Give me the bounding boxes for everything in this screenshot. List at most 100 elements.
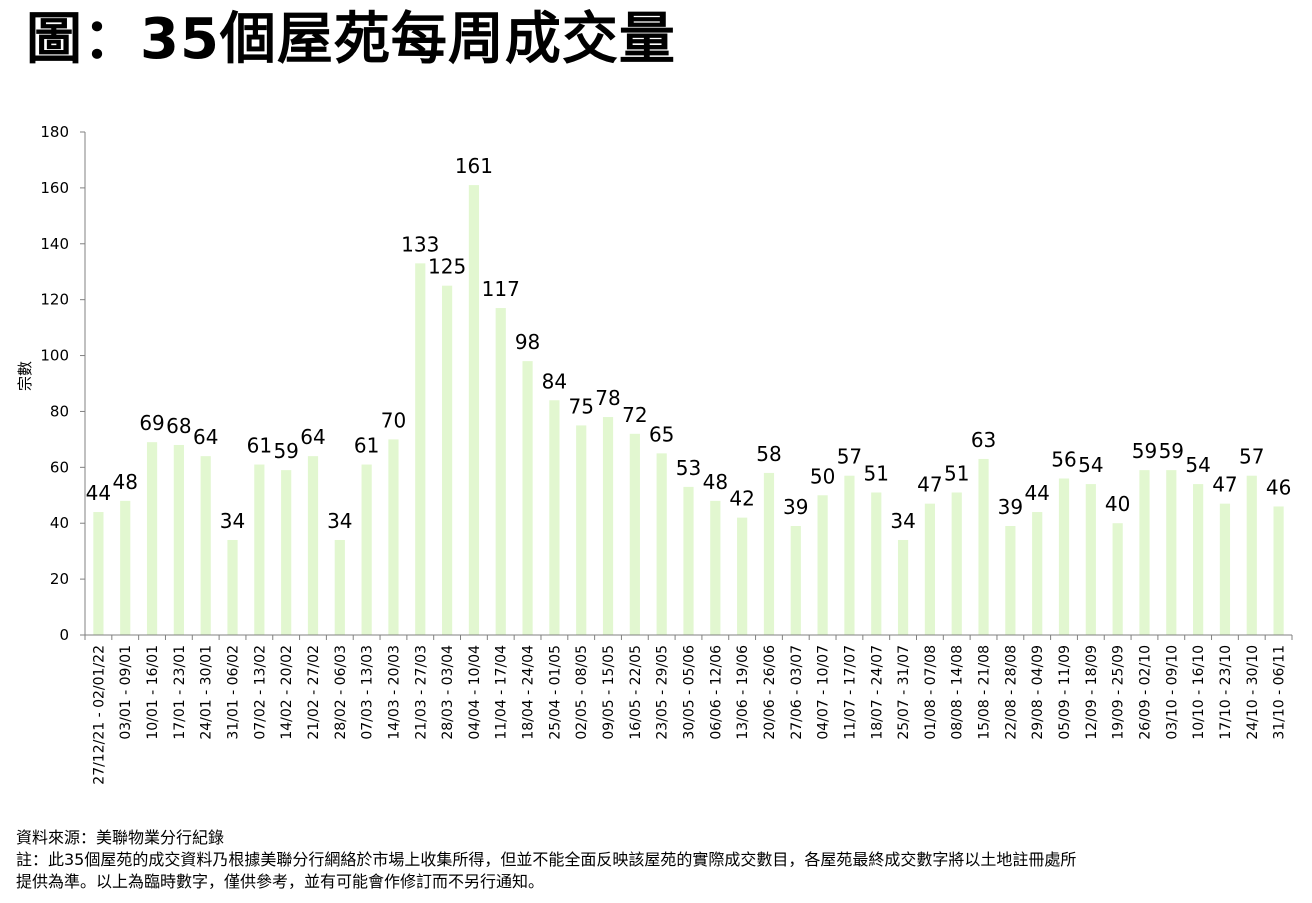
x-tick-label: 16/05 - 22/05 [628,645,644,740]
bar [871,492,882,635]
y-tick-label: 40 [50,514,69,532]
data-label: 47 [1212,473,1237,497]
data-label: 54 [1078,453,1103,477]
bar [1246,475,1257,635]
x-tick-label: 17/10 - 23/10 [1218,645,1234,740]
bar [683,486,694,635]
x-tick-label: 28/02 - 06/03 [333,645,349,740]
data-label: 53 [676,456,701,480]
data-label: 161 [455,154,493,178]
y-tick-label: 80 [50,402,69,420]
x-tick-label: 11/07 - 17/07 [842,645,858,740]
bar [388,439,399,635]
data-label: 57 [837,445,862,469]
bar [710,500,721,635]
bar [1193,484,1204,635]
y-tick-label: 0 [59,626,69,644]
bar [120,500,131,635]
bar [254,464,265,635]
x-tick-label: 01/08 - 07/08 [923,645,939,740]
x-tick-label: 12/09 - 18/09 [1084,645,1100,740]
data-label: 57 [1239,445,1264,469]
data-label: 69 [139,411,164,435]
chart-title: 圖：35個屋苑每周成交量 [26,7,676,72]
bar [227,539,238,635]
data-label: 65 [649,422,674,446]
data-label: 44 [1024,481,1049,505]
y-tick-label: 100 [40,347,69,365]
bar [978,458,989,635]
bar [737,517,748,635]
y-tick-label: 160 [40,179,69,197]
bar [1219,503,1231,635]
x-tick-label: 30/05 - 05/06 [682,645,698,740]
data-label: 61 [354,434,379,458]
data-label: 34 [327,509,352,533]
x-tick-label: 09/05 - 15/05 [601,645,617,740]
data-label: 61 [247,434,272,458]
bar [1058,478,1070,635]
x-tick-label: 21/03 - 27/03 [413,645,429,740]
x-axis: 27/12/21 - 02/01/22 03/01 - 09/01 10/01 - … [84,634,1293,785]
x-tick-label: 25/04 - 01/05 [547,645,563,740]
data-label: 59 [273,439,298,463]
x-tick-label: 21/02 - 27/02 [306,645,322,740]
x-tick-label: 31/01 - 06/02 [226,645,242,740]
disclaimer-line-1: 註：此35個屋苑的成交資料乃根據美聯分行網絡於市場上收集所得，但並不能全面反映該… [16,850,1077,869]
y-tick-label: 120 [40,291,69,309]
bars [93,185,1284,635]
y-axis: 0 20 40 60 80 100 120 140 160 180 [40,123,86,644]
bar [173,444,184,635]
data-label: 125 [428,255,466,279]
data-label: 64 [300,425,325,449]
x-tick-label: 23/05 - 29/05 [655,645,671,740]
data-label: 133 [401,232,439,256]
y-tick-label: 140 [40,235,69,253]
bar [1139,470,1150,635]
bar [1032,512,1043,635]
x-tick-label: 07/03 - 13/03 [360,645,376,740]
bar [897,539,909,635]
bar [442,285,453,635]
x-tick-label: 04/04 - 10/04 [467,645,483,740]
x-tick-label: 03/01 - 09/01 [118,645,134,740]
data-label: 44 [86,481,111,505]
data-label: 63 [971,428,996,452]
data-label: 84 [542,369,567,393]
y-tick-label: 20 [50,570,69,588]
x-tick-label: 29/08 - 04/09 [1030,645,1046,740]
bar [1005,526,1016,635]
data-label: 59 [1132,439,1157,463]
x-tick-label: 07/02 - 13/02 [252,645,268,740]
data-label: 98 [515,330,540,354]
bar [1112,523,1123,635]
x-tick-label: 02/05 - 08/05 [574,645,590,740]
data-label: 54 [1185,453,1210,477]
x-tick-label: 22/08 - 28/08 [1003,645,1019,740]
data-label: 50 [810,464,835,488]
x-tick-label: 19/09 - 25/09 [1111,645,1127,740]
x-tick-label: 10/10 - 16/10 [1191,645,1207,740]
disclaimer-line-2: 提供為準。以上為臨時數字，僅供參考，並有可能會作修訂而不另行通知。 [16,872,545,891]
source-note: 資料來源：美聯物業分行紀錄 [16,828,225,847]
x-tick-label: 17/01 - 23/01 [172,645,188,740]
x-tick-label: 14/02 - 20/02 [279,645,295,740]
x-tick-label: 27/12/21 - 02/01/22 [91,645,107,785]
bar [951,492,962,635]
x-tick-label: 25/07 - 31/07 [896,645,912,740]
data-label: 75 [568,394,593,418]
data-label: 72 [622,403,647,427]
data-label: 39 [998,495,1023,519]
x-tick-label: 13/06 - 19/06 [735,645,751,740]
x-tick-label: 18/04 - 24/04 [521,645,537,740]
x-tick-label: 06/06 - 12/06 [708,645,724,740]
bar [361,464,372,635]
data-label: 117 [482,277,520,301]
x-tick-label: 11/04 - 17/04 [494,645,510,740]
x-tick-label: 31/10 - 06/11 [1272,645,1288,740]
data-label: 42 [729,487,754,511]
bar [415,263,426,635]
bar [281,470,292,635]
bar [763,472,775,635]
x-tick-label: 27/06 - 03/07 [789,645,805,740]
